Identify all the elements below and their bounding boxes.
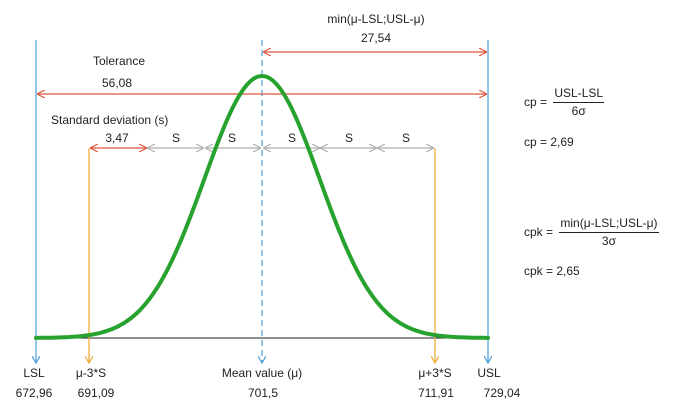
s-label: S: [401, 131, 411, 145]
std-dev-value: 3,47: [105, 131, 129, 145]
cp-numerator: USL-LSL: [553, 86, 605, 103]
lsl-value: 672,96: [15, 386, 53, 400]
tolerance-value: 56,08: [101, 76, 133, 90]
cp-formula: cp = USL-LSL 6σ: [524, 86, 605, 119]
s-label: S: [227, 131, 237, 145]
mu-minus-3s-value: 691,09: [77, 386, 115, 400]
tolerance-title: Tolerance: [92, 54, 146, 68]
cpk-fraction: min(μ-LSL;USL-μ) 3σ: [559, 216, 659, 249]
cp-lhs: cp =: [524, 95, 548, 109]
cp-denominator: 6σ: [571, 104, 586, 118]
usl-label: USL: [477, 366, 501, 380]
mean-label: Mean value (μ): [221, 366, 303, 380]
min-distance-value: 27,54: [360, 31, 392, 45]
lsl-label: LSL: [23, 366, 45, 380]
cp-result: cp = 2,69: [524, 135, 574, 149]
s-label: S: [171, 131, 181, 145]
mu-plus-3s-value: 711,91: [418, 386, 454, 400]
cpk-lhs: cpk =: [524, 225, 554, 239]
std-dev-title: Standard deviation (s): [51, 113, 169, 127]
usl-value: 729,04: [483, 386, 521, 400]
s-label: S: [344, 131, 354, 145]
cpk-numerator: min(μ-LSL;USL-μ): [559, 216, 659, 233]
cpk-formula: cpk = min(μ-LSL;USL-μ) 3σ: [524, 216, 659, 249]
mean-value: 701,5: [247, 386, 279, 400]
s-label: S: [287, 131, 297, 145]
min-distance-title: min(μ-LSL;USL-μ): [327, 12, 425, 26]
normal-distribution-curve: [34, 73, 490, 340]
cp-fraction: USL-LSL 6σ: [553, 86, 605, 119]
cpk-result: cpk = 2,65: [524, 264, 580, 278]
mu-plus-3s-label: μ+3*S: [418, 366, 452, 380]
cpk-denominator: 3σ: [601, 234, 616, 248]
mu-minus-3s-label: μ-3*S: [75, 366, 107, 380]
